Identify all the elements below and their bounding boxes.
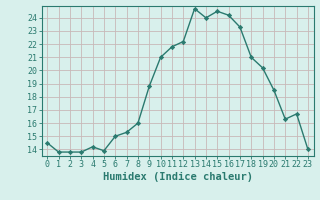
X-axis label: Humidex (Indice chaleur): Humidex (Indice chaleur) xyxy=(103,172,252,182)
